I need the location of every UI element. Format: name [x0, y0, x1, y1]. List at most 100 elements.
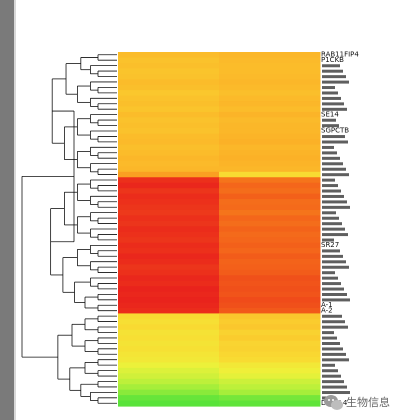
row-label-glyph — [322, 162, 343, 166]
row-label-glyph — [322, 145, 334, 149]
heatmap-cell — [118, 193, 220, 200]
heatmap-cell — [219, 384, 321, 391]
heatmap-cell — [118, 226, 220, 233]
heatmap-cell — [219, 264, 321, 271]
row-label-glyph — [322, 342, 340, 346]
heatmap-cell — [118, 237, 220, 244]
heatmap-cell — [118, 177, 220, 184]
row-label-glyph — [322, 222, 342, 226]
heatmap-cell — [219, 242, 321, 249]
row-label-glyph — [322, 249, 340, 253]
heatmap-cell — [219, 204, 321, 211]
heatmap-cell — [219, 177, 321, 184]
heatmap-cell — [118, 275, 220, 282]
heatmap-cell — [118, 264, 220, 271]
row-label-glyph — [322, 363, 335, 367]
row-label-glyph — [322, 124, 339, 128]
row-label-glyph — [322, 194, 344, 198]
heatmap-cell — [118, 204, 220, 211]
heatmap-cell — [219, 378, 321, 385]
heatmap-cell — [118, 101, 220, 108]
heatmap-cell — [118, 220, 220, 227]
watermark-text: 生物信息 — [346, 395, 390, 409]
row-label-glyph — [322, 189, 341, 193]
heatmap-cell — [118, 68, 220, 75]
row-label-glyph — [322, 80, 349, 84]
wechat-bubble-icon — [324, 395, 343, 410]
row-label-glyph — [322, 336, 337, 340]
row-label-glyph — [322, 331, 334, 335]
heatmap-cell — [118, 356, 220, 364]
heatmap-cell — [219, 297, 321, 304]
row-label-glyph — [322, 75, 346, 79]
row-label-glyph — [322, 391, 350, 395]
heatmap-cell — [219, 373, 321, 380]
heatmap-cell — [219, 318, 321, 325]
heatmap-cell — [118, 280, 220, 287]
heatmap-cell — [219, 193, 321, 200]
row-label-glyph — [322, 140, 348, 144]
heatmap-cell — [118, 373, 220, 380]
heatmap-cell — [219, 128, 321, 135]
row-label-glyph — [322, 276, 338, 280]
row-label: SR27 — [321, 241, 339, 249]
heatmap-cell — [118, 122, 220, 129]
row-label-glyph — [322, 216, 339, 220]
heatmap-cell — [219, 106, 321, 113]
row-label: SE14 — [321, 110, 339, 118]
heatmap-cell — [118, 160, 220, 167]
heatmap-cell — [219, 329, 321, 336]
row-label: A-1 — [321, 301, 333, 309]
heatmap-cell — [118, 73, 220, 80]
heatmap-cell — [118, 367, 220, 374]
heatmap-cell — [219, 302, 321, 309]
heatmap-cell — [219, 356, 321, 364]
heatmap-cell — [219, 395, 321, 402]
heatmap-cell — [219, 209, 321, 216]
row-label-glyph — [322, 86, 335, 90]
row-label-glyph — [322, 69, 343, 73]
heatmap-cell — [118, 291, 220, 298]
watermark: 生物信息 — [324, 395, 390, 410]
heatmap-cells — [118, 52, 321, 407]
heatmap-cell — [118, 133, 220, 140]
heatmap-cell — [219, 215, 321, 222]
row-label-glyph — [322, 292, 347, 296]
heatmap-cell — [219, 111, 321, 118]
heatmap-cell — [118, 231, 220, 238]
heatmap-cell — [219, 133, 321, 140]
heatmap-cell — [118, 182, 220, 189]
row-label-glyph — [322, 96, 341, 100]
heatmap-cell — [219, 62, 321, 69]
heatmap-cell — [118, 307, 220, 315]
row-label-glyph — [322, 173, 349, 177]
heatmap-cell — [219, 95, 321, 102]
row-label-glyph — [322, 156, 340, 160]
heatmap-cell — [219, 351, 321, 358]
row-label-glyph — [322, 205, 350, 209]
row-label-glyph — [322, 107, 347, 111]
heatmap-cell — [118, 52, 220, 59]
window-edge — [14, 0, 16, 420]
row-label-glyph — [322, 298, 350, 302]
heatmap-cell — [219, 84, 321, 91]
heatmap-cell — [118, 362, 220, 369]
heatmap-cell — [219, 346, 321, 353]
row-label-glyph — [322, 64, 340, 68]
row-label-glyph — [322, 135, 345, 139]
heatmap-cell — [219, 340, 321, 347]
heatmap-cell — [219, 286, 321, 293]
heatmap-cell — [118, 269, 220, 276]
row-label-glyph — [322, 227, 345, 231]
heatmap-cell — [118, 340, 220, 347]
heatmap-cell — [118, 84, 220, 91]
window-left-scrollbar[interactable] — [0, 0, 14, 420]
heatmap-cell — [118, 389, 220, 396]
heatmap-cell — [118, 297, 220, 304]
row-label-glyph — [322, 287, 344, 291]
heatmap-cell — [219, 199, 321, 206]
heatmap-cell — [118, 199, 220, 206]
heatmap-cell — [118, 313, 220, 320]
